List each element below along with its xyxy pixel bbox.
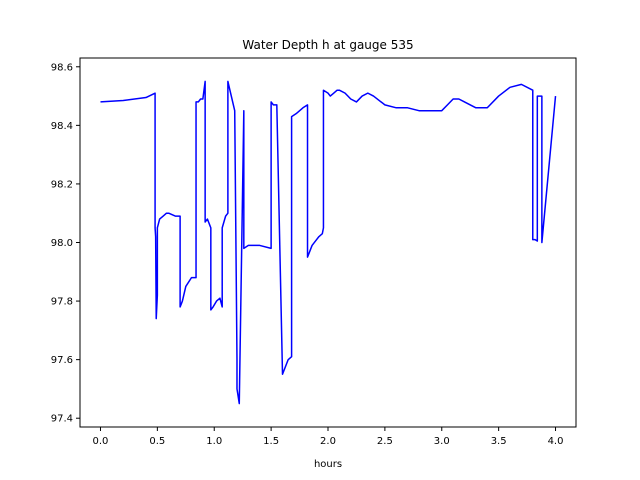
x-tick-label: 2.0 <box>320 436 336 447</box>
x-tick-label: 4.0 <box>548 436 564 447</box>
x-tick-label: 1.0 <box>206 436 222 447</box>
series-line-0 <box>100 80 557 405</box>
plot-frame <box>79 57 577 428</box>
y-axis: 97.4 97.6 97.8 98.0 98.2 98.4 98.6 <box>51 62 80 425</box>
y-tick-label: 98.6 <box>51 62 73 73</box>
x-tick-label: 2.5 <box>377 436 393 447</box>
y-tick-label: 97.8 <box>51 297 73 308</box>
x-axis-label: hours <box>314 459 342 470</box>
x-tick-label: 0.0 <box>93 436 109 447</box>
x-tick-label: 3.5 <box>491 436 507 447</box>
chart-title: Water Depth h at gauge 535 <box>242 38 413 52</box>
x-tick-label: 1.5 <box>263 436 279 447</box>
x-tick-label: 0.5 <box>149 436 165 447</box>
y-tick-label: 98.4 <box>51 121 73 132</box>
plot-area <box>100 80 557 405</box>
y-tick-label: 97.6 <box>51 355 73 366</box>
y-tick-label: 98.2 <box>51 179 73 190</box>
x-axis: 0.0 0.5 1.0 1.5 2.0 2.5 3.0 3.5 4.0 <box>93 427 564 447</box>
y-tick-label: 97.4 <box>51 414 73 425</box>
y-tick-label: 98.0 <box>51 238 73 249</box>
x-tick-label: 3.0 <box>434 436 450 447</box>
